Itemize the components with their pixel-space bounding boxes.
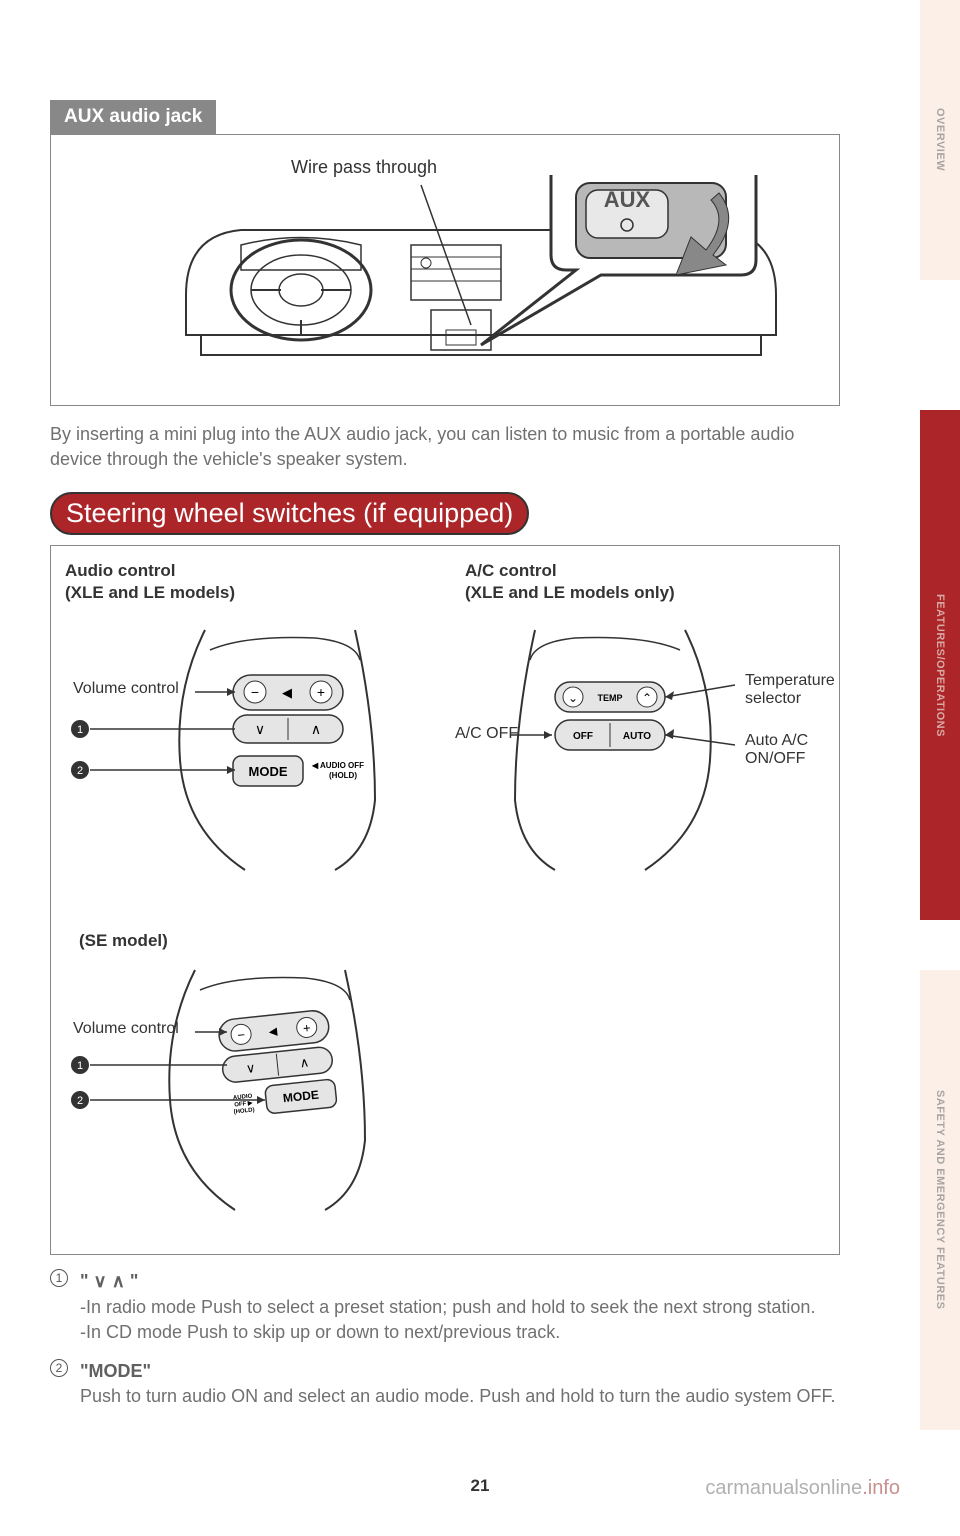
item1-line2: -In CD mode Push to skip up or down to n…: [80, 1322, 560, 1342]
audio-xle-diagram: − ◀ + ∨ ∧ MODE ◀ AUDIO OFF (HOLD) 1 2: [65, 620, 395, 880]
aux-figure-box: Wire pass through: [50, 134, 840, 406]
se-model-label: (SE model): [79, 930, 168, 952]
svg-text:MODE: MODE: [249, 764, 288, 779]
svg-text:◀: ◀: [282, 685, 292, 700]
tab-overview: OVERVIEW: [920, 0, 960, 280]
watermark: carmanualsonline.info: [705, 1477, 900, 1500]
svg-text:1: 1: [77, 1060, 83, 1072]
svg-text:∧: ∧: [311, 721, 321, 737]
svg-text:1: 1: [77, 724, 83, 736]
steering-heading: Steering wheel switches (if equipped): [50, 492, 529, 535]
list-number-2: 2: [50, 1359, 68, 1377]
svg-text:∨: ∨: [245, 1060, 256, 1076]
volume-control-label-1: Volume control: [73, 680, 179, 698]
svg-text:2: 2: [77, 1095, 83, 1107]
svg-text:◀ AUDIO OFF: ◀ AUDIO OFF: [311, 761, 364, 770]
tab-safety-label: SAFETY AND EMERGENCY FEATURES: [934, 1090, 946, 1309]
ac-off-label: A/C OFF: [455, 725, 518, 743]
svg-text:(HOLD): (HOLD): [233, 1108, 255, 1116]
item2-body: Push to turn audio ON and select an audi…: [80, 1386, 835, 1406]
item2-title: "MODE": [80, 1361, 151, 1381]
steering-figure-box: Audio control(XLE and LE models) A/C con…: [50, 545, 840, 1255]
svg-text:2: 2: [77, 765, 83, 777]
item1-symbol: " ∨ ∧ ": [80, 1271, 138, 1291]
watermark-main: carmanualsonline: [705, 1477, 862, 1499]
aux-body-text: By inserting a mini plug into the AUX au…: [50, 422, 840, 472]
svg-text:+: +: [302, 1020, 311, 1036]
auto-ac-label: Auto A/C ON/OFF: [745, 732, 835, 768]
svg-text:(HOLD): (HOLD): [329, 771, 357, 780]
page-content: AUX audio jack Wire pass through: [0, 0, 900, 1409]
svg-text:AUTO: AUTO: [623, 731, 651, 742]
tab-features: FEATURES/OPERATIONS: [920, 410, 960, 920]
audio-xle-label: Audio control(XLE and LE models): [65, 560, 235, 604]
audio-se-diagram: − ◀ + ∨ ∧ AUDIO OFF ▶ (HOLD) MODE 1: [65, 960, 395, 1220]
tab-safety: SAFETY AND EMERGENCY FEATURES: [920, 970, 960, 1430]
tab-overview-label: OVERVIEW: [934, 108, 946, 171]
svg-text:∨: ∨: [255, 721, 265, 737]
ac-control-label: A/C control(XLE and LE models only): [465, 560, 675, 604]
svg-text:−: −: [237, 1027, 246, 1043]
svg-text:OFF: OFF: [573, 731, 593, 742]
volume-control-label-2: Volume control: [73, 1020, 179, 1038]
svg-text:+: +: [317, 684, 325, 700]
svg-text:⌄: ⌄: [568, 691, 578, 705]
dashboard-diagram: AUX: [181, 175, 781, 375]
svg-text:∧: ∧: [299, 1055, 310, 1071]
list-number-1: 1: [50, 1269, 68, 1287]
wire-pass-through-label: Wire pass through: [291, 157, 437, 178]
svg-text:⌃: ⌃: [642, 691, 652, 705]
svg-text:TEMP: TEMP: [597, 693, 622, 703]
watermark-suffix: .info: [862, 1477, 900, 1499]
list-item-2: 2 "MODE" Push to turn audio ON and selec…: [50, 1359, 840, 1409]
aux-section-tab: AUX audio jack: [50, 100, 216, 134]
side-tab-strip: OVERVIEW FEATURES/OPERATIONS SAFETY AND …: [920, 0, 960, 1536]
tab-features-label: FEATURES/OPERATIONS: [934, 594, 946, 737]
item1-line1: -In radio mode Push to select a preset s…: [80, 1297, 815, 1317]
svg-text:−: −: [251, 684, 259, 700]
aux-text: AUX: [604, 187, 651, 212]
temperature-selector-label: Temperature selector: [745, 672, 855, 708]
list-item-1: 1 " ∨ ∧ " -In radio mode Push to select …: [50, 1269, 840, 1345]
